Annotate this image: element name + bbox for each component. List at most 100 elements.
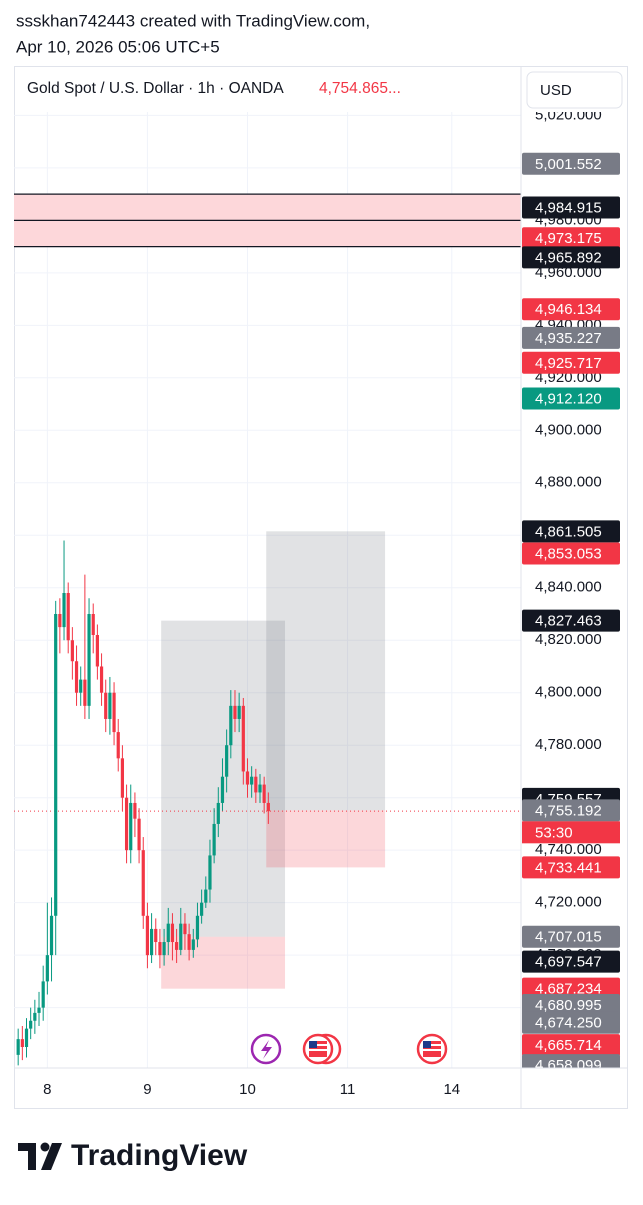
candle-body <box>245 771 250 785</box>
price-badge <box>522 925 620 948</box>
candle-body <box>216 802 220 824</box>
price-badge <box>522 227 620 250</box>
header-line: ssskhan742443 created with TradingView.c… <box>16 11 370 30</box>
price-badge-label: 4,912.120 <box>535 390 602 407</box>
candle-body <box>229 705 233 746</box>
position-target <box>266 531 386 811</box>
y-tick-label: 5,020.000 <box>535 106 602 123</box>
plot-area <box>14 112 521 1068</box>
x-tick-label: 10 <box>239 1081 256 1098</box>
price-badge <box>522 950 620 973</box>
price-badge-label: 4,861.505 <box>535 523 602 540</box>
candle-body <box>33 1012 37 1021</box>
candle-body <box>133 802 137 819</box>
price-badge-label: 4,755.192 <box>535 802 602 819</box>
candle-body <box>250 776 254 785</box>
candle-body <box>20 1039 24 1048</box>
price-badge-label: 4,707.015 <box>535 929 602 946</box>
price-badge-label: 4,935.227 <box>535 330 602 347</box>
overlay: USD Gold Spot / U.S. Dollar · 1h · OANDA… <box>14 66 628 1172</box>
candle-body <box>104 692 108 719</box>
candle-body <box>225 745 229 777</box>
candle-body <box>204 889 208 903</box>
price-badge-label: 4,984.915 <box>535 199 602 216</box>
candle-body <box>29 1020 33 1029</box>
price-badge-label: 4,697.547 <box>535 954 602 971</box>
price-axis: 4,680.0004,700.0004,720.0004,740.0004,76… <box>522 106 620 1074</box>
candle-body <box>124 797 129 851</box>
price-badge-label: 4,687.234 <box>535 981 602 998</box>
flag-icon[interactable] <box>416 1033 448 1065</box>
candle-body <box>41 981 45 1008</box>
candle-body <box>208 855 212 890</box>
candle-body <box>166 923 170 943</box>
logo-mark <box>18 1142 62 1170</box>
candle-body <box>95 634 99 667</box>
candle-body <box>108 692 112 719</box>
candle-body <box>120 758 125 798</box>
candle-body <box>254 776 258 793</box>
price-badge-label: 4,733.441 <box>535 859 602 876</box>
price-badge <box>522 351 620 374</box>
price-badge-label: 4,973.175 <box>535 230 602 247</box>
countdown: 53:30 <box>535 824 573 841</box>
candle-body <box>99 666 104 693</box>
candle-body <box>175 942 179 950</box>
candle-body <box>145 915 150 956</box>
candle-body <box>262 784 266 803</box>
price-badge-label: 4,925.717 <box>535 355 602 372</box>
candle-body <box>91 613 95 635</box>
y-tick-label: 4,800.000 <box>535 684 602 701</box>
candle-body <box>158 942 162 956</box>
candle-body <box>154 928 158 943</box>
price-badge <box>522 152 620 175</box>
candle-body <box>179 923 183 950</box>
price-badge <box>522 799 620 822</box>
candle-body <box>170 923 175 943</box>
candle-body <box>116 732 120 759</box>
price-badge-label: 4,658.099 <box>535 1057 602 1074</box>
y-tick-label: 4,740.000 <box>535 841 602 858</box>
flag-icon[interactable] <box>302 1033 342 1065</box>
price-badge <box>522 326 620 349</box>
candle-body <box>195 915 200 940</box>
candle-body <box>191 939 195 950</box>
position-stop <box>266 810 386 868</box>
price-badge <box>522 196 620 219</box>
x-tick-label: 8 <box>43 1081 51 1098</box>
y-tick-label: 4,840.000 <box>535 579 602 596</box>
price-badge-label: 4,965.892 <box>535 249 602 266</box>
candle-body <box>83 679 87 706</box>
header-line: Apr 10, 2026 05:06 UTC+5 <box>16 37 220 56</box>
y-tick-label: 4,900.000 <box>535 421 602 438</box>
price-badge-label: 4,680.995 <box>535 997 602 1014</box>
currency-button[interactable] <box>526 71 623 109</box>
candle-body <box>70 640 74 662</box>
price-badge <box>522 609 620 632</box>
x-tick-label: 9 <box>143 1081 151 1098</box>
y-tick-label: 4,880.000 <box>535 474 602 491</box>
price-badge <box>522 1054 620 1068</box>
price-badge <box>522 1034 620 1057</box>
candle-body <box>241 705 245 772</box>
candle-body <box>141 850 145 916</box>
candle-body <box>266 802 270 812</box>
chart-title: Gold Spot / U.S. Dollar · 1h · OANDA <box>27 80 284 97</box>
candle-body <box>212 823 216 856</box>
price-badge <box>522 520 620 543</box>
candle-body <box>137 818 141 851</box>
candle-body <box>183 923 187 935</box>
logo-text: TradingView <box>71 1139 248 1172</box>
price-badge <box>522 298 620 321</box>
candle-body <box>220 776 225 803</box>
countdown-badge <box>522 821 620 844</box>
candle-body <box>187 934 191 950</box>
price-badge <box>522 387 620 410</box>
price-badge-label: 5,001.552 <box>535 156 602 173</box>
price-badge <box>522 856 620 879</box>
price-badge-label: 4,946.134 <box>535 301 602 318</box>
currency[interactable]: USD <box>540 82 572 99</box>
candle-body <box>237 705 241 719</box>
candle-body <box>233 705 237 719</box>
